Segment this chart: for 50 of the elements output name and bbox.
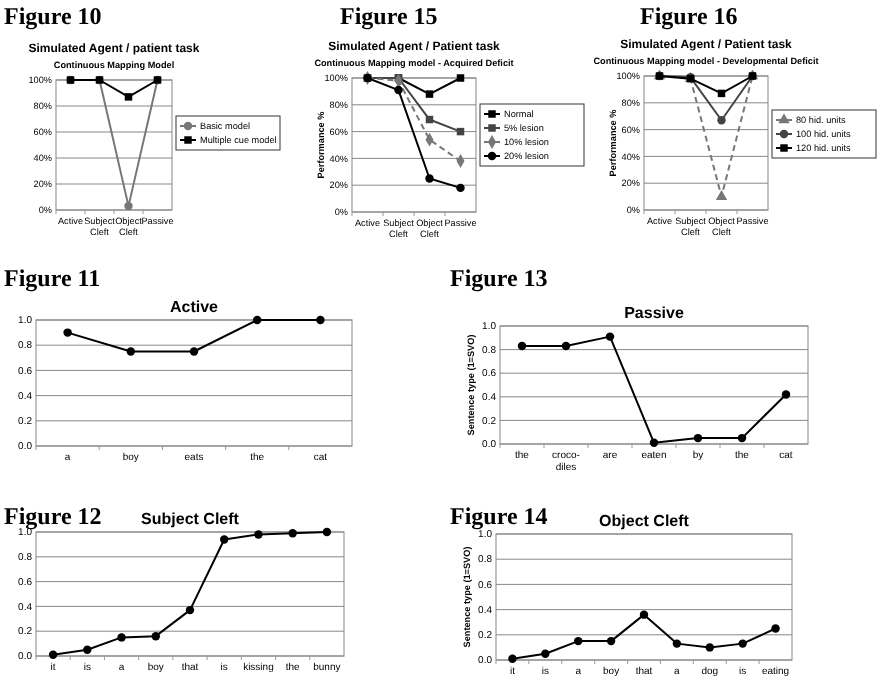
point — [781, 390, 791, 399]
point — [189, 347, 199, 356]
point — [672, 639, 682, 648]
point — [316, 315, 325, 325]
point — [517, 341, 527, 351]
point — [252, 315, 262, 325]
point — [456, 74, 465, 82]
chart-title: Passive — [624, 304, 685, 322]
caption: Figure 16 — [640, 2, 738, 30]
point — [124, 93, 133, 101]
point — [771, 624, 780, 633]
point — [394, 85, 403, 95]
point — [508, 654, 517, 663]
point — [322, 527, 332, 537]
caption: Figure 15 — [340, 2, 438, 30]
caption: Figure 14 — [450, 502, 548, 530]
point — [151, 631, 160, 641]
caption: Figure 12 — [4, 502, 102, 530]
chart-title: Active — [169, 298, 220, 316]
point — [737, 433, 747, 443]
chart-title: Subject Cleft — [141, 510, 240, 528]
point — [705, 643, 714, 652]
point — [717, 116, 726, 125]
point — [574, 636, 583, 646]
point — [220, 535, 229, 544]
point — [425, 174, 434, 183]
caption: Figure 10 — [4, 2, 102, 30]
point — [288, 529, 297, 538]
point — [83, 645, 92, 655]
point — [63, 328, 72, 337]
point — [425, 90, 434, 98]
point — [117, 633, 126, 642]
caption: Figure 11 — [4, 264, 101, 292]
point — [185, 605, 195, 615]
point — [649, 438, 659, 448]
point — [124, 201, 133, 211]
point — [605, 332, 615, 341]
caption: Figure 13 — [450, 264, 548, 292]
point — [606, 636, 616, 646]
point — [541, 649, 550, 658]
chart-title: Object Cleft — [599, 512, 690, 530]
point — [639, 610, 649, 619]
point — [715, 190, 728, 200]
point — [126, 347, 136, 356]
point — [693, 433, 703, 443]
point — [456, 183, 465, 193]
point — [738, 639, 747, 648]
point — [561, 341, 571, 351]
point — [254, 530, 263, 539]
point — [48, 650, 58, 659]
